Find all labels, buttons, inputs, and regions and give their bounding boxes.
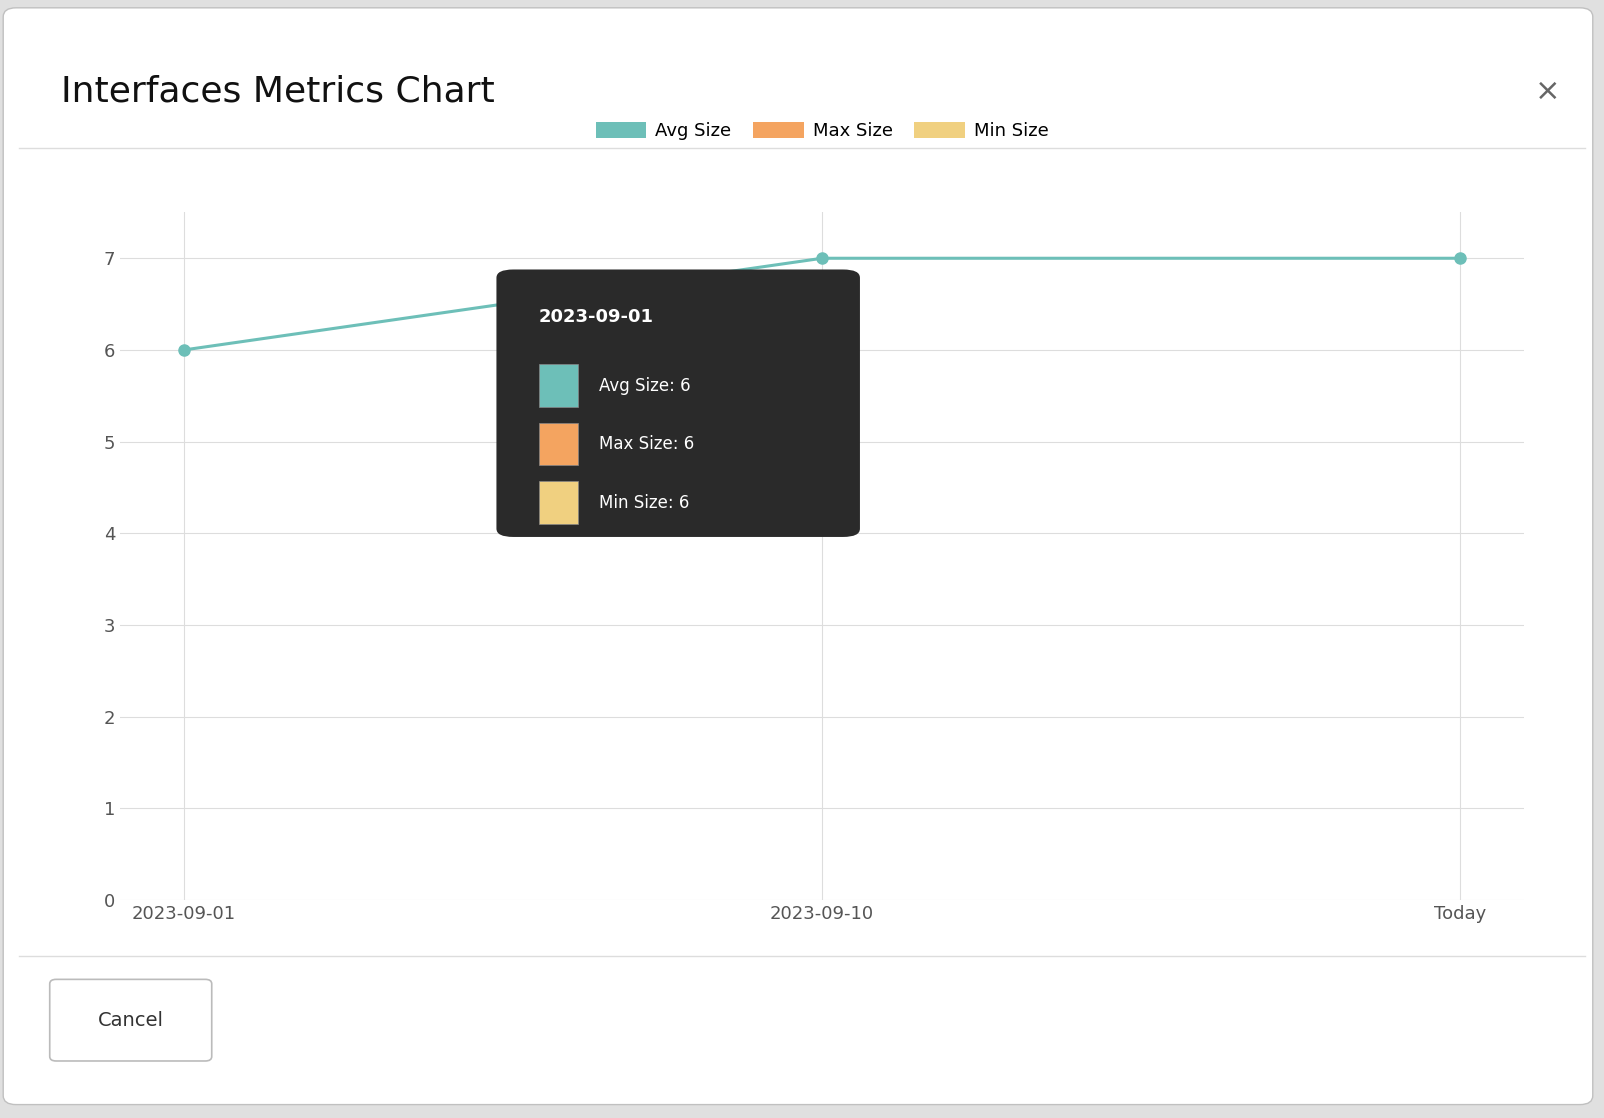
Text: Avg Size: 6: Avg Size: 6 (598, 377, 690, 395)
Text: Interfaces Metrics Chart: Interfaces Metrics Chart (61, 75, 494, 108)
Text: 2023-09-01: 2023-09-01 (539, 307, 653, 326)
FancyBboxPatch shape (497, 269, 860, 537)
Bar (539, 423, 577, 465)
Text: ×: × (1535, 77, 1561, 106)
FancyBboxPatch shape (50, 979, 212, 1061)
Text: Max Size: 6: Max Size: 6 (598, 435, 695, 453)
Bar (539, 364, 577, 407)
Legend: Avg Size, Max Size, Min Size: Avg Size, Max Size, Min Size (589, 115, 1055, 148)
FancyBboxPatch shape (3, 8, 1593, 1105)
Bar (539, 481, 577, 524)
Text: Cancel: Cancel (98, 1011, 164, 1030)
Text: Min Size: 6: Min Size: 6 (598, 493, 690, 512)
